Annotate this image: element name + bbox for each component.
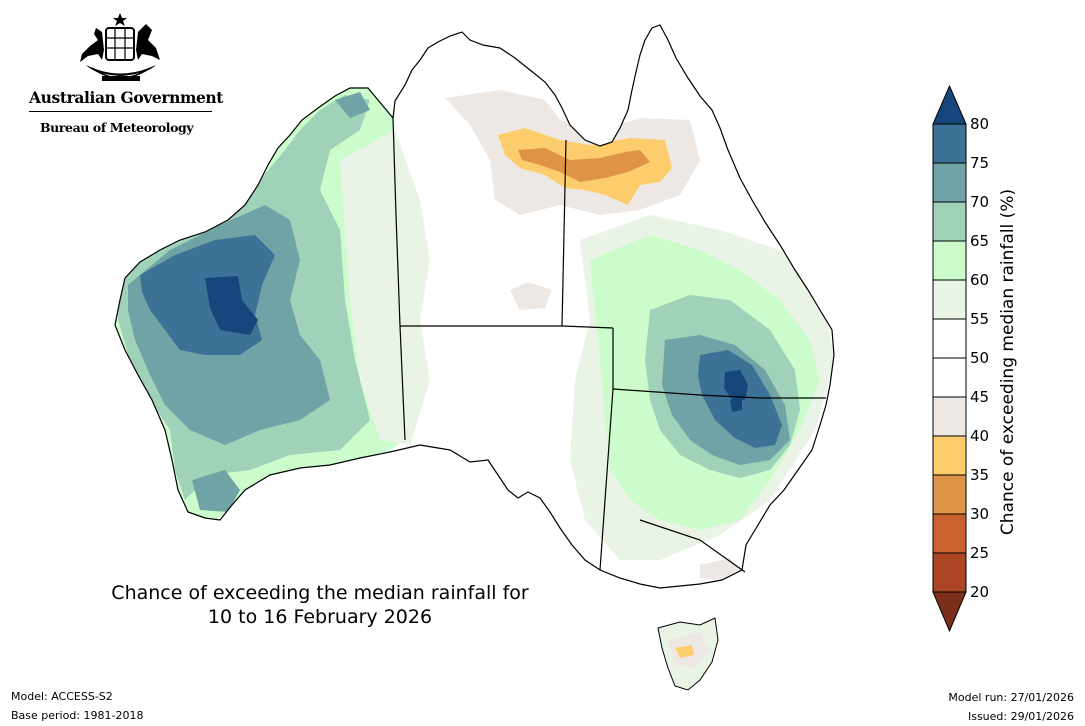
border-nsw-vic xyxy=(639,519,746,573)
colorbar-20-25 xyxy=(932,552,967,593)
model-label: Model: ACCESS-S2 xyxy=(11,690,113,703)
map-title: Chance of exceeding the median rainfall … xyxy=(60,581,580,629)
tasmania-35-40 xyxy=(675,645,694,658)
colorbar-label: Chance of exceeding median rainfall (%) xyxy=(998,188,1018,536)
coat-of-arms xyxy=(80,13,160,81)
zone-70-75-west-b xyxy=(335,92,370,118)
colorbar-bottom-arrow xyxy=(932,591,967,633)
bureau-name: Bureau of Meteorology xyxy=(40,120,194,135)
zone-55-60-west xyxy=(340,130,430,445)
zone-70-75-west-c xyxy=(192,470,240,512)
colorbar-25-30 xyxy=(932,513,967,554)
colorbar-75-80 xyxy=(932,123,967,164)
colorbar-tick-65: 65 xyxy=(970,232,990,250)
colorbar-tick-20: 20 xyxy=(970,583,990,601)
zone-above-80-east xyxy=(724,370,748,400)
colorbar-tick-70: 70 xyxy=(970,193,990,211)
colorbar-35-40 xyxy=(932,435,967,476)
colorbar-tick-75: 75 xyxy=(970,154,990,172)
colorbar-tick-45: 45 xyxy=(970,388,990,406)
header-divider xyxy=(29,111,212,112)
zone-above-80-west xyxy=(205,276,258,335)
government-name: Australian Government xyxy=(29,88,224,107)
colorbar-tick-30: 30 xyxy=(970,505,990,523)
border-qld-nsw xyxy=(612,388,826,399)
zone-above-80-east-b xyxy=(730,400,742,412)
colorbar-65-70 xyxy=(932,201,967,242)
colorbar-tick-55: 55 xyxy=(970,310,990,328)
zone-30-35-north xyxy=(518,148,650,182)
border-wa xyxy=(392,117,406,441)
map-title-line2: 10 to 16 February 2026 xyxy=(207,606,433,628)
colorbar-tick-40: 40 xyxy=(970,427,990,445)
map-title-line1: Chance of exceeding the median rainfall … xyxy=(111,582,529,604)
colorbar-tick-60: 60 xyxy=(970,271,990,289)
colorbar-tick-50: 50 xyxy=(970,349,990,367)
colorbar-70-75 xyxy=(932,162,967,203)
australia-coastline xyxy=(114,24,835,589)
rainfall-probability-fields xyxy=(115,32,834,580)
colorbar-55-60 xyxy=(932,279,967,320)
base-period-label: Base period: 1981-2018 xyxy=(11,709,144,722)
colorbar-60-65 xyxy=(932,240,967,281)
colorbar-tick-25: 25 xyxy=(970,544,990,562)
colorbar-30-35 xyxy=(932,474,967,515)
colorbar-40-45 xyxy=(932,396,967,437)
model-run-label: Model run: 27/01/2026 xyxy=(948,691,1074,704)
state-borders xyxy=(392,117,826,573)
zone-40-45-se-patch xyxy=(700,558,742,580)
colorbar-tick-35: 35 xyxy=(970,466,990,484)
colorbar-top-arrow xyxy=(932,84,967,125)
zone-40-45-central-patch xyxy=(510,282,552,310)
colorbar-tick-80: 80 xyxy=(970,115,990,133)
border-nt-qld xyxy=(561,139,567,327)
colorbar xyxy=(932,84,967,633)
border-sa-nsw-vic xyxy=(599,388,614,571)
colorbar-50-55 xyxy=(932,318,967,359)
issued-label: Issued: 29/01/2026 xyxy=(967,710,1074,723)
colorbar-45-50 xyxy=(932,357,967,398)
